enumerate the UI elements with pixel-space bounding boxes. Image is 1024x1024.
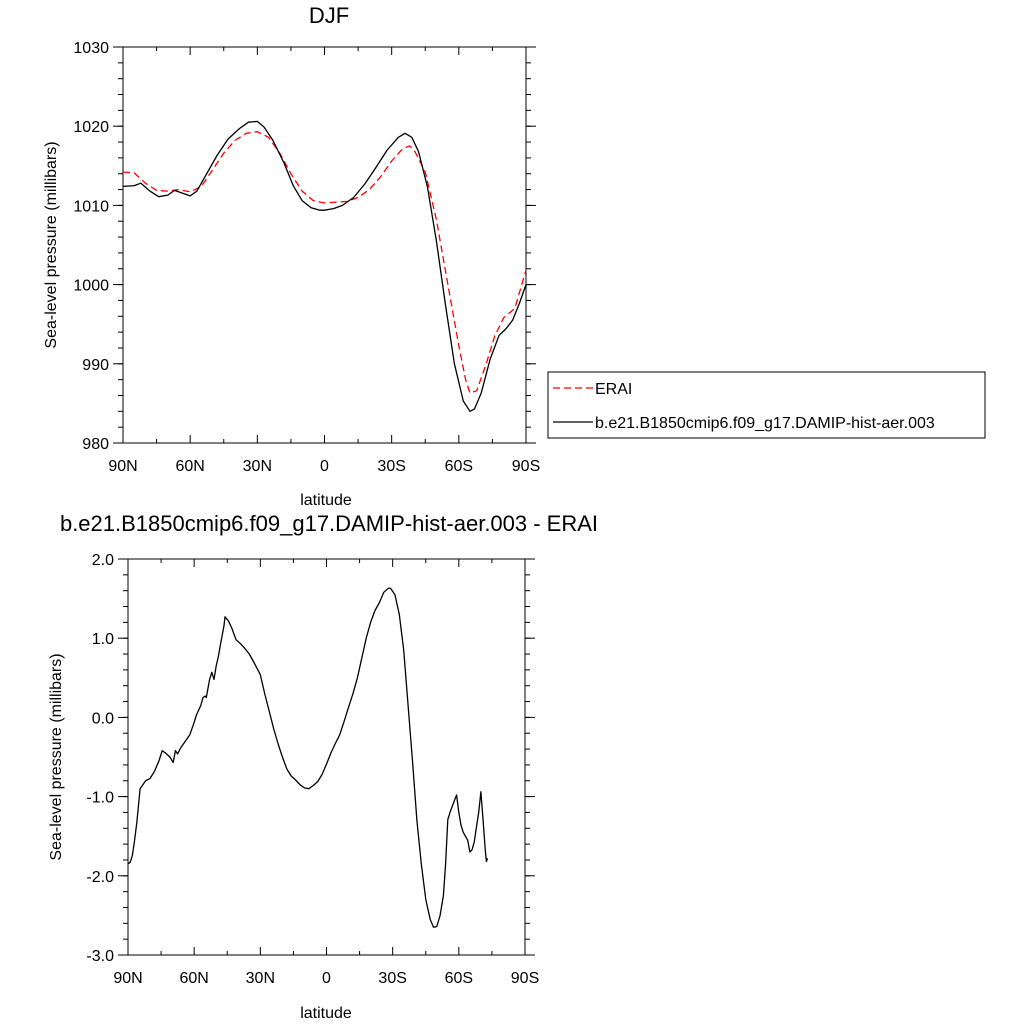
y-tick-label-top: 1010 [73,198,109,215]
x-tick-label-bottom: 30S [378,970,406,987]
y-axis-label-top: Sea-level pressure (millibars) [43,141,60,348]
x-tick-label-bottom: 60S [445,970,473,987]
y-tick-label-bottom: 1.0 [92,631,114,648]
x-tick-label-top: 90S [512,458,540,475]
x-tick-label-bottom: 90S [511,970,539,987]
legend-erai-label: ERAI [595,381,632,398]
y-axis-label-bottom: Sea-level pressure (millibars) [48,653,65,860]
series-group-bottom [127,587,489,928]
x-axis-label-bottom: latitude [300,1005,352,1022]
x-tick-label-bottom: 0 [322,970,331,987]
y-tick-label-bottom: 2.0 [92,552,114,569]
x-tick-label-top: 60N [175,458,204,475]
x-tick-label-top: 60S [445,458,473,475]
legend-model-label: b.e21.B1850cmip6.f09_g17.DAMIP-hist-aer.… [595,415,935,432]
y-tick-label-bottom: 0.0 [92,710,114,727]
legend-box [547,371,986,439]
y-tick-label-top: 1020 [73,119,109,136]
chart-title-top: DJF [309,3,349,28]
plot-frame-top [122,46,527,444]
x-tick-label-bottom: 90N [113,970,142,987]
model-line-top [122,120,527,412]
y-tick-label-top: 1000 [73,278,109,295]
x-tick-label-top: 30N [243,458,272,475]
x-tick-label-top: 30S [377,458,405,475]
x-axis-label-top: latitude [300,492,352,509]
x-tick-label-bottom: 60N [179,970,208,987]
y-tick-label-bottom: -1.0 [86,790,114,807]
chart-title-bottom: b.e21.B1850cmip6.f09_g17.DAMIP-hist-aer.… [60,511,598,536]
y-tick-label-top: 1030 [73,40,109,57]
plot-frame-bottom [127,558,526,956]
x-tick-label-top: 0 [320,458,329,475]
difference-line-bottom [127,587,489,928]
legend: ERAI b.e21.B1850cmip6.f09_g17.DAMIP-hist… [547,371,986,439]
y-tick-label-bottom: -2.0 [86,869,114,886]
y-tick-label-top: 990 [82,357,109,374]
y-tick-label-bottom: -3.0 [86,948,114,965]
y-tick-label-top: 980 [82,436,109,453]
x-ticks-top: 90N 60N 30N 0 30S 60S 90S [108,47,540,475]
x-tick-label-bottom: 30N [246,970,275,987]
erai-line-top [122,131,527,394]
panel-bottom: b.e21.B1850cmip6.f09_g17.DAMIP-hist-aer.… [48,511,598,1022]
x-tick-label-top: 90N [108,458,137,475]
series-group-top [122,120,527,412]
panel-top: DJF 90N 60N 30N 0 30S 60S 90S 980 990 1000 1010 10… [43,3,540,509]
x-ticks-bottom: 90N 60N 30N 0 30S 60S 90S [113,559,539,987]
y-ticks-top: 980 990 1000 1010 1020 1030 [73,40,536,453]
y-ticks-bottom: -3.0 -2.0 -1.0 0.0 1.0 2.0 [86,552,535,965]
